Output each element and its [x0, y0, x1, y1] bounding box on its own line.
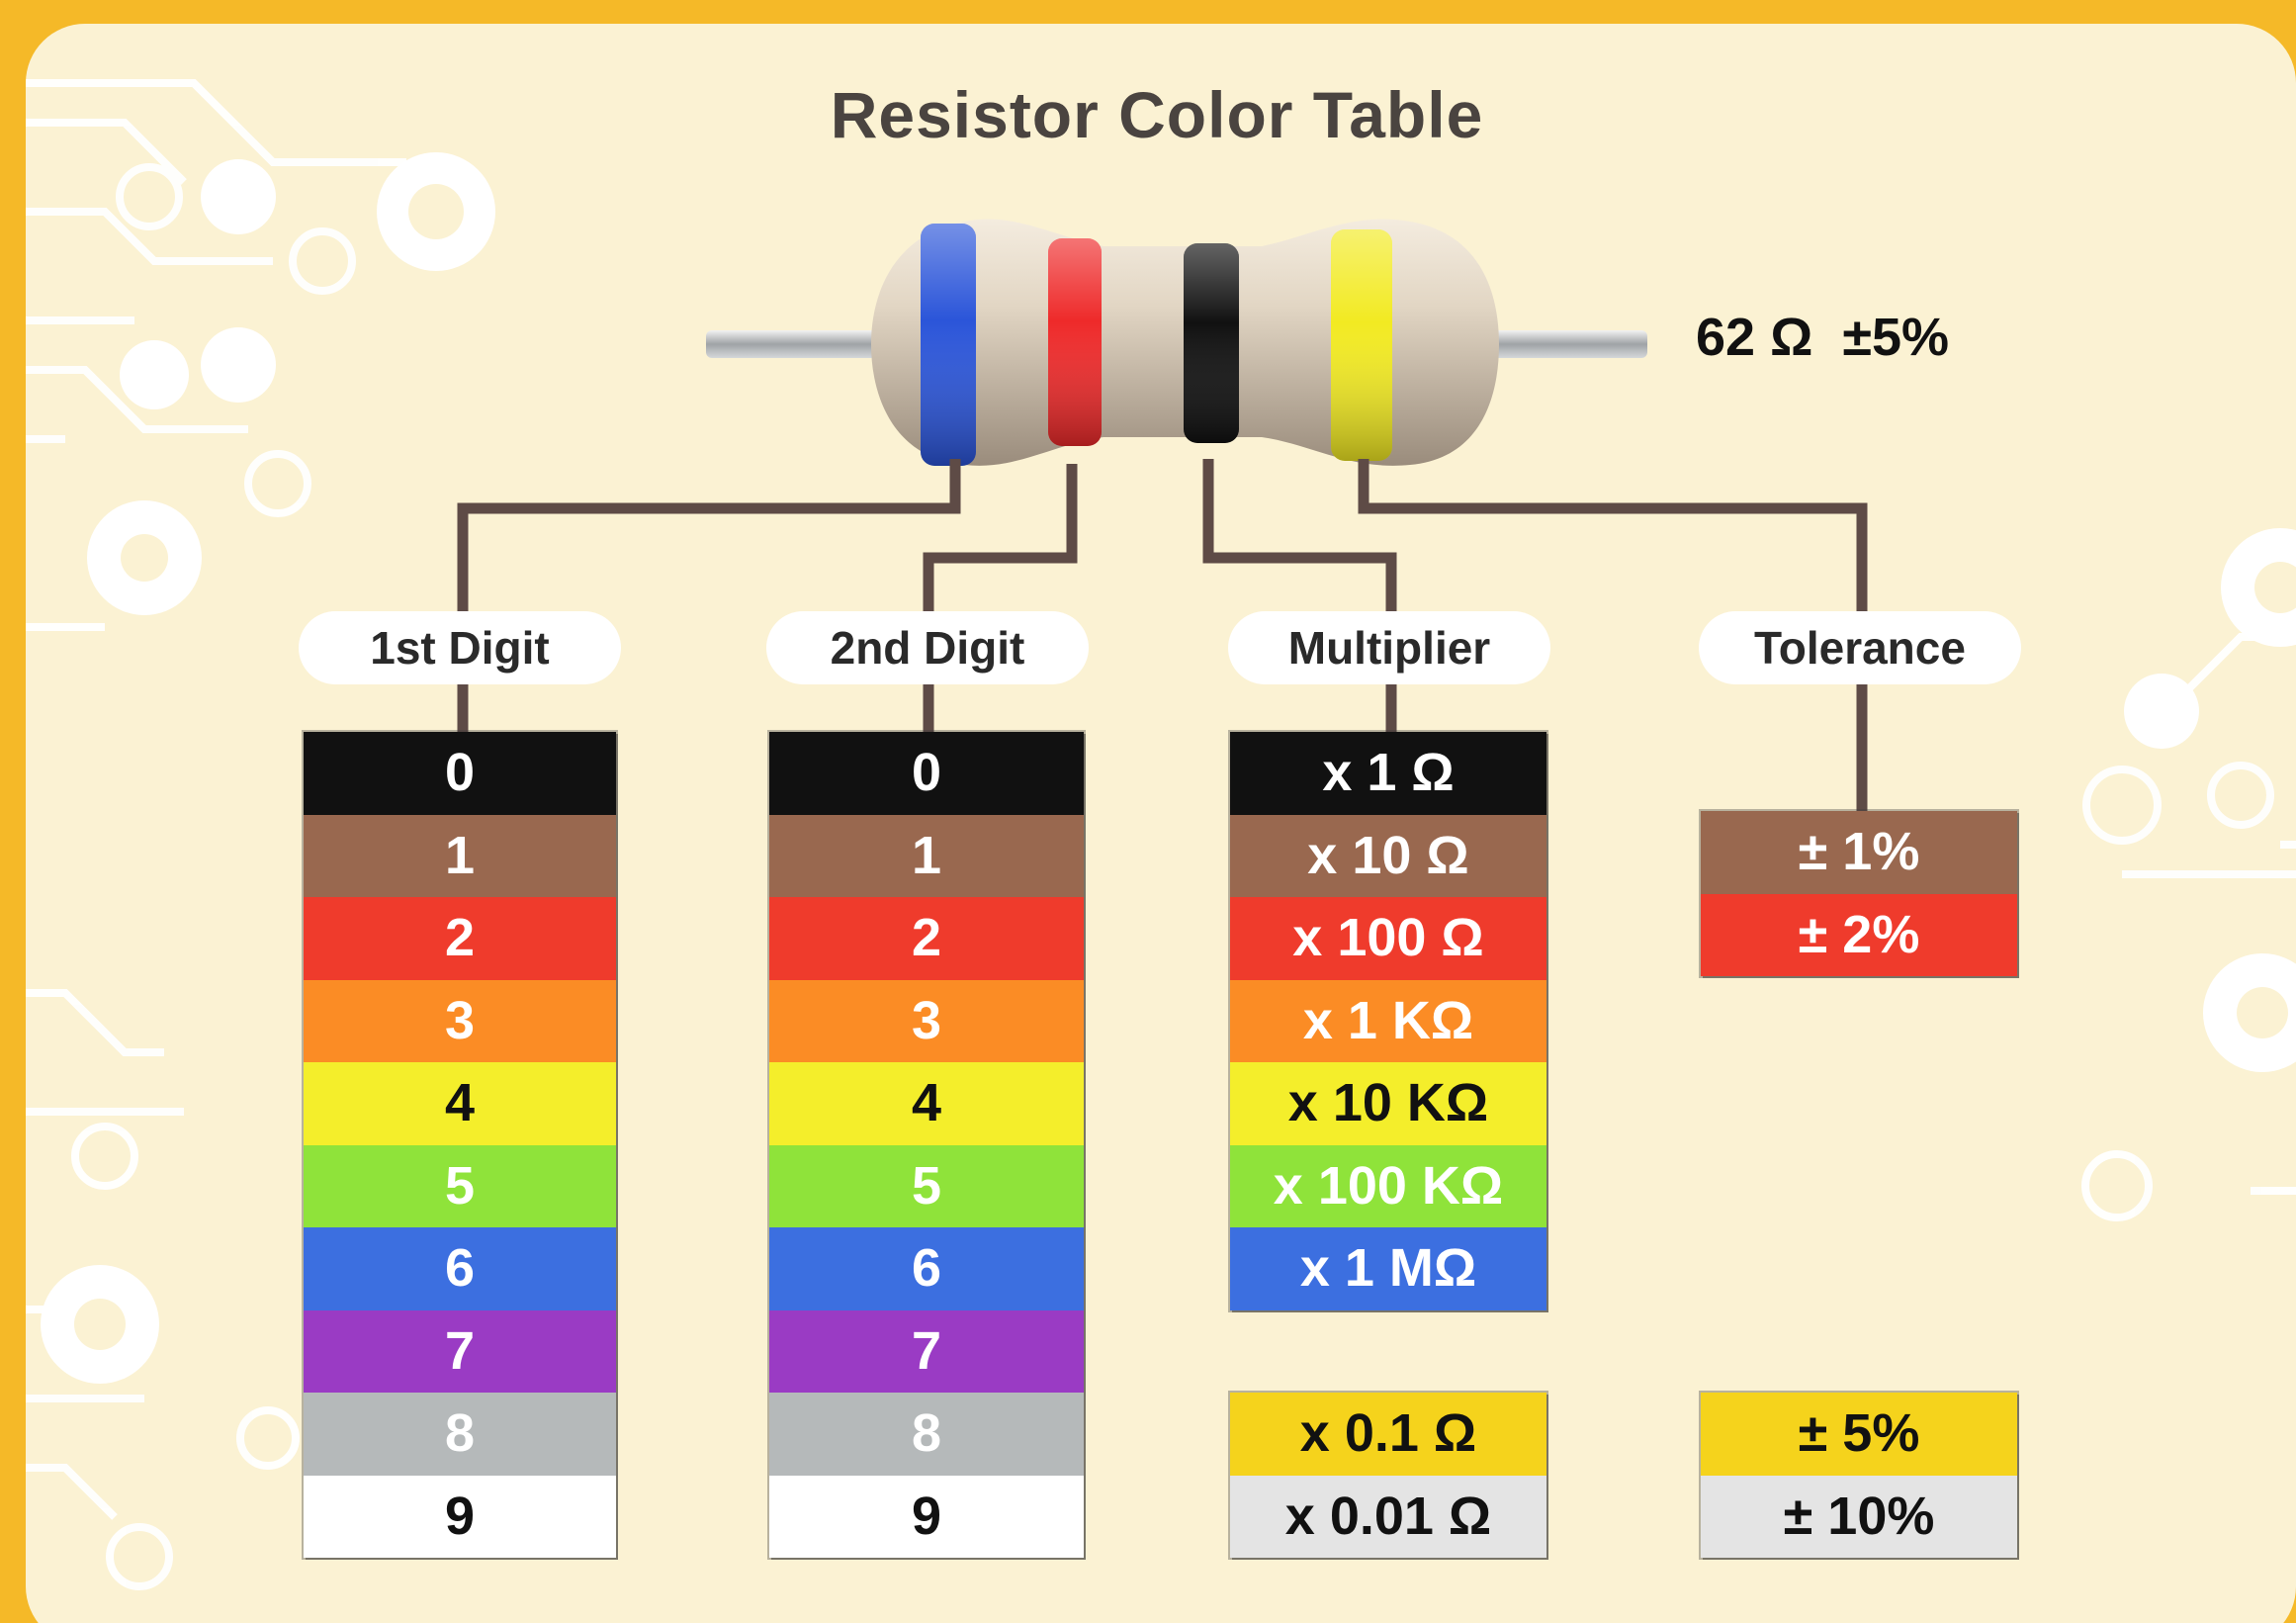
second-digit-row: 6: [769, 1227, 1084, 1310]
tolerance-column-bottom: ± 5% ± 10%: [1701, 1393, 2017, 1558]
resistor-lead-right: [1459, 330, 1647, 358]
first-digit-row: 6: [304, 1227, 616, 1310]
resistor-graphic: [706, 219, 1647, 466]
connector-lines: [457, 459, 1868, 815]
second-digit-row: 0: [769, 732, 1084, 815]
multiplier-row: x 1 MΩ: [1230, 1227, 1546, 1310]
resistor-lead-left: [706, 330, 894, 358]
resistor-bands: [921, 224, 1392, 466]
header-first-digit: 1st Digit: [299, 611, 621, 684]
first-digit-row: 7: [304, 1309, 616, 1393]
fractional-multiplier-row: x 0.01 Ω: [1230, 1475, 1546, 1558]
circuit-dots-left: [41, 152, 495, 1384]
first-digit-row: 9: [304, 1475, 616, 1558]
header-second-digit: 2nd Digit: [766, 611, 1089, 684]
diagram-graphics: [26, 79, 2296, 1590]
first-digit-row: 8: [304, 1393, 616, 1476]
resistor-band-shading: [1048, 238, 1102, 446]
resistor-band-shading: [1331, 229, 1392, 461]
example-resistance-value: 62 Ω ±5%: [1696, 308, 1950, 367]
resistor-band-shading: [1184, 243, 1239, 443]
first-digit-row: 5: [304, 1144, 616, 1227]
multiplier-row: x 1 Ω: [1230, 732, 1546, 815]
second-digit-row: 9: [769, 1475, 1084, 1558]
circuit-dots-right: [2124, 528, 2296, 1072]
multiplier-row: x 1 KΩ: [1230, 979, 1546, 1062]
multiplier-row: x 100 Ω: [1230, 897, 1546, 980]
multiplier-row: x 100 KΩ: [1230, 1144, 1546, 1227]
second-digit-row: 2: [769, 897, 1084, 980]
tolerance-column-top: ± 1% ± 2%: [1701, 811, 2017, 976]
tolerance-row: ± 2%: [1701, 893, 2017, 976]
second-digit-row: 3: [769, 979, 1084, 1062]
tolerance-row: ± 1%: [1701, 811, 2017, 894]
first-digit-row: 3: [304, 979, 616, 1062]
first-digit-row: 0: [304, 732, 616, 815]
first-digit-row: 4: [304, 1062, 616, 1145]
multiplier-row: x 10 Ω: [1230, 814, 1546, 897]
second-digit-row: 7: [769, 1309, 1084, 1393]
header-tolerance: Tolerance: [1699, 611, 2021, 684]
header-multiplier: Multiplier: [1228, 611, 1550, 684]
resistor-band-shading: [921, 224, 976, 466]
multiplier-row: x 10 KΩ: [1230, 1062, 1546, 1145]
tolerance-row: ± 10%: [1701, 1475, 2017, 1558]
second-digit-row: 8: [769, 1393, 1084, 1476]
fractional-multiplier-row: x 0.1 Ω: [1230, 1393, 1546, 1476]
second-digit-row: 5: [769, 1144, 1084, 1227]
tolerance-row: ± 5%: [1701, 1393, 2017, 1476]
first-digit-row: 2: [304, 897, 616, 980]
second-digit-row: 1: [769, 814, 1084, 897]
diagram-title: Resistor Color Table: [830, 78, 1484, 151]
first-digit-row: 1: [304, 814, 616, 897]
second-digit-row: 4: [769, 1062, 1084, 1145]
